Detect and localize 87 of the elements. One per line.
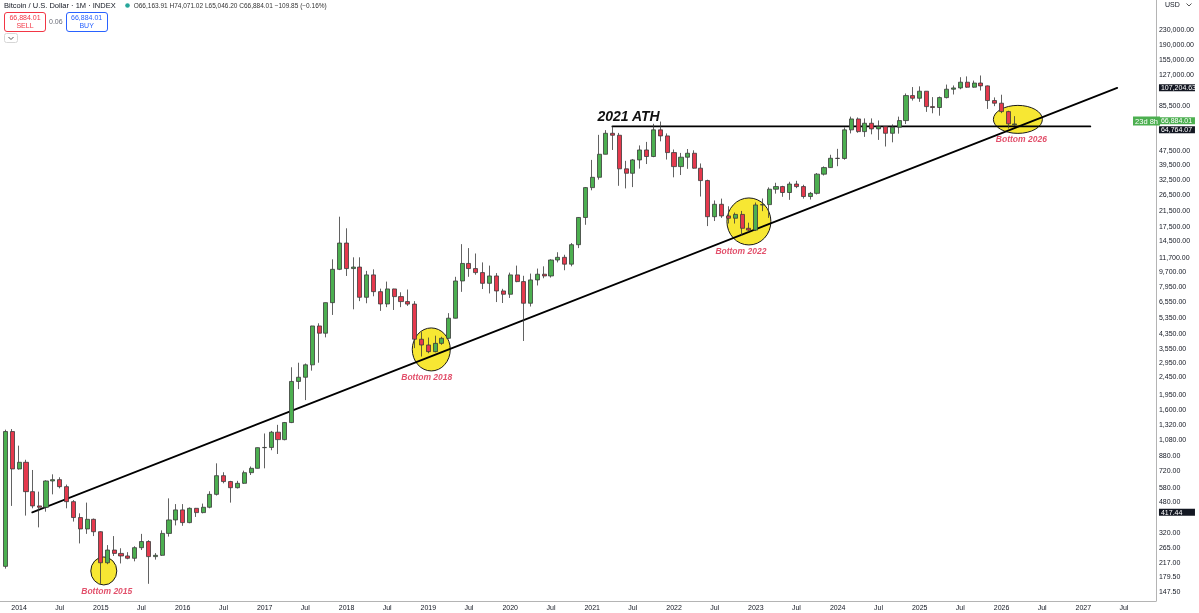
- candlestick: [985, 85, 990, 110]
- candlestick: [412, 300, 417, 349]
- candlestick: [651, 123, 656, 158]
- annotation: Bottom 2018: [401, 371, 453, 382]
- candlestick: [883, 125, 888, 147]
- candlestick: [105, 544, 110, 565]
- candlestick: [501, 288, 506, 304]
- candlestick: [446, 312, 451, 340]
- candlestick: [426, 337, 431, 354]
- candlestick: [937, 96, 942, 117]
- candlestick: [98, 530, 103, 585]
- candlestick: [958, 76, 963, 90]
- candlestick: [221, 471, 226, 484]
- candlestick: [992, 97, 997, 107]
- candlestick: [494, 272, 499, 303]
- candlestick: [194, 507, 199, 518]
- candlestick: [487, 265, 492, 294]
- candlestick: [508, 272, 513, 299]
- candlestick: [787, 181, 792, 201]
- candlestick: [64, 484, 69, 509]
- candlestick: [569, 242, 574, 267]
- candlestick: [180, 503, 185, 527]
- annotation: 2021 ATH: [597, 108, 660, 125]
- candlestick: [371, 268, 376, 297]
- candlestick: [378, 288, 383, 312]
- candlestick: [999, 94, 1004, 114]
- annotation: Bottom 2022: [715, 245, 767, 256]
- candlestick: [385, 281, 390, 308]
- candlestick: [153, 552, 158, 561]
- candlestick: [289, 366, 294, 424]
- candlestick: [262, 433, 267, 469]
- annotation: Bottom 2026: [995, 134, 1047, 145]
- candlestick: [242, 470, 247, 485]
- candlestick: [610, 126, 615, 151]
- candlestick: [890, 123, 895, 143]
- candlestick: [951, 85, 956, 95]
- candlestick: [364, 270, 369, 304]
- candlestick: [705, 179, 710, 227]
- candlestick: [719, 198, 724, 219]
- candlestick: [235, 480, 240, 489]
- candlestick: [801, 184, 806, 200]
- candlestick: [917, 85, 922, 103]
- candlestick: [562, 254, 567, 271]
- candlestick: [214, 462, 219, 496]
- candlestick: [535, 268, 540, 286]
- candlestick: [590, 159, 595, 191]
- candlestick: [228, 480, 233, 504]
- candlestick: [139, 533, 144, 551]
- candlestick: [576, 216, 581, 249]
- candlestick: [835, 148, 840, 167]
- candlestick: [419, 331, 424, 357]
- candlestick: [10, 428, 15, 507]
- candlestick: [303, 363, 308, 401]
- candlestick: [944, 84, 949, 99]
- candlestick: [617, 132, 622, 187]
- candlestick: [187, 507, 192, 524]
- candlestick: [344, 227, 349, 277]
- candlestick: [146, 539, 151, 585]
- candlestick: [644, 141, 649, 165]
- candlestick: [876, 120, 881, 141]
- annotation: Bottom 2015: [81, 585, 133, 596]
- candlestick: [480, 261, 485, 290]
- candlestick: [712, 200, 717, 222]
- candlestick: [296, 362, 301, 390]
- candlestick: [71, 499, 76, 522]
- candlestick: [753, 202, 758, 232]
- candlestick: [849, 116, 854, 134]
- candlestick: [337, 216, 342, 271]
- candlestick: [726, 205, 731, 224]
- candlestick: [794, 180, 799, 189]
- candlestick: [3, 429, 8, 570]
- candlestick: [310, 325, 315, 372]
- candlestick: [637, 145, 642, 170]
- candlestick: [528, 273, 533, 307]
- candlestick: [57, 476, 62, 489]
- candlestick: [965, 76, 970, 89]
- candlestick: [78, 512, 83, 544]
- candlestick: [453, 276, 458, 319]
- candlestick: [842, 127, 847, 161]
- candlestick: [473, 253, 478, 276]
- candlestick: [733, 212, 738, 224]
- candlestick: [869, 118, 874, 135]
- candlestick: [132, 545, 137, 562]
- candlestick: [583, 186, 588, 226]
- candlestick: [760, 198, 765, 212]
- candlestick: [330, 258, 335, 316]
- candlestick: [658, 121, 663, 142]
